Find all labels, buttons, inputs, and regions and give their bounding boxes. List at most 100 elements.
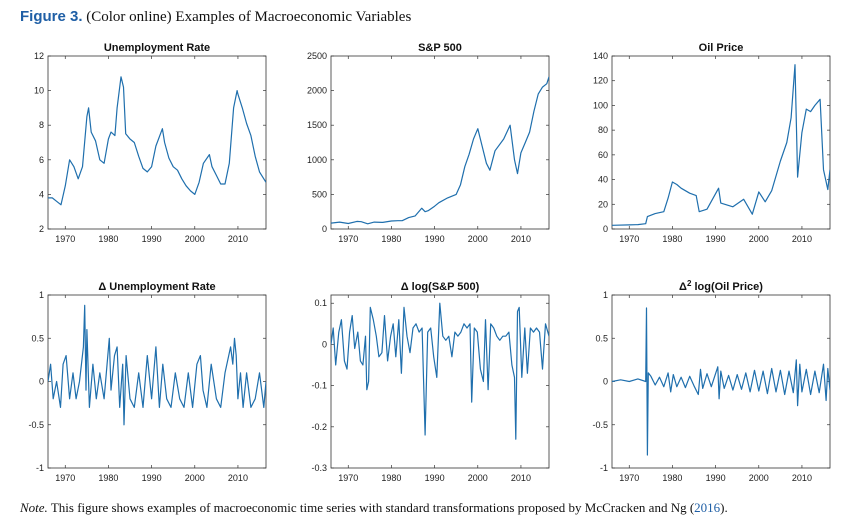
panel-title-text: Unemployment Rate xyxy=(104,42,210,54)
x-tick-label-1990: 1990 xyxy=(142,473,162,483)
chart-panel-5: Δ log(S&P 500) 1970 1980 1990 2000 2010 -0.3 -0… xyxy=(311,281,550,483)
x-tick-label-1970: 1970 xyxy=(55,473,75,483)
x-tick-label-2000: 2000 xyxy=(749,234,769,244)
panel-title-prefix: Δ xyxy=(98,281,109,293)
y-tick-label-6: 6 xyxy=(39,155,44,165)
panel-title-text: log(S&P 500) xyxy=(412,281,480,293)
y-tick-label-100: 100 xyxy=(593,100,608,110)
y-tick-label-1: 1 xyxy=(39,290,44,300)
x-tick-label-2000: 2000 xyxy=(468,473,488,483)
y-tick-label-2500: 2500 xyxy=(307,51,327,61)
panel-title-2: S&P 500 xyxy=(418,42,462,54)
panel-title-text: Unemployment Rate xyxy=(109,281,215,293)
figure-caption: Figure 3. (Color online) Examples of Mac… xyxy=(20,8,840,30)
panel-title-prefix: Δ xyxy=(401,281,412,293)
y-tick-label-500: 500 xyxy=(312,189,327,199)
x-tick-label-1980: 1980 xyxy=(662,473,682,483)
y-tick-label-12: 12 xyxy=(34,51,44,61)
panel-title-3: Oil Price xyxy=(699,42,744,54)
x-tick-label-2010: 2010 xyxy=(792,473,812,483)
y-tick-label-2000: 2000 xyxy=(307,86,327,96)
series-line-6-1 xyxy=(612,307,830,456)
panel-title-5: Δ log(S&P 500) xyxy=(401,281,480,293)
y-tick-label-0: 0 xyxy=(39,377,44,387)
note-label: Note. xyxy=(20,500,48,515)
note-text-after: ). xyxy=(720,500,728,515)
panel-title-superscript: 2 xyxy=(687,279,692,288)
chart-panel-2: S&P 500 1970 1980 1990 2000 2010 0 500 1000 1500 2… xyxy=(307,42,550,244)
y-tick-label-0: 0 xyxy=(603,377,608,387)
x-tick-label-1990: 1990 xyxy=(706,473,726,483)
series-line-3-1 xyxy=(612,64,830,226)
chart-panel-3: Oil Price 1970 1980 1990 2000 2010 0 20 40 60 80 10… xyxy=(593,42,831,244)
y-tick-label-140: 140 xyxy=(593,51,608,61)
y-tick-label-20: 20 xyxy=(598,199,608,209)
y-tick-label-0-1: 0.1 xyxy=(314,298,327,308)
x-tick-label-2010: 2010 xyxy=(511,234,531,244)
y-tick-label-1: 1 xyxy=(603,290,608,300)
x-tick-label-1970: 1970 xyxy=(619,234,639,244)
y-tick-label-1500: 1500 xyxy=(307,120,327,130)
y-tick-label-1: -1 xyxy=(36,463,44,473)
y-tick-label-0-5: 0.5 xyxy=(31,333,44,343)
x-tick-label-1980: 1980 xyxy=(662,234,682,244)
panel-title-text: log(Oil Price) xyxy=(694,281,763,293)
x-tick-label-1970: 1970 xyxy=(338,234,358,244)
x-tick-label-2000: 2000 xyxy=(468,234,488,244)
x-tick-label-1980: 1980 xyxy=(98,234,118,244)
x-tick-label-1980: 1980 xyxy=(381,234,401,244)
figure-label: Figure 3. xyxy=(20,8,83,25)
x-tick-label-2010: 2010 xyxy=(228,234,248,244)
x-tick-label-1970: 1970 xyxy=(55,234,75,244)
note-text-before: This figure shows examples of macroecono… xyxy=(50,500,695,515)
x-tick-label-1970: 1970 xyxy=(619,473,639,483)
y-tick-label-2: 2 xyxy=(39,224,44,234)
y-tick-label-0-2: -0.2 xyxy=(311,422,327,432)
plot-frame xyxy=(611,55,831,230)
panel-title-6: Δ2 log(Oil Price) xyxy=(679,279,763,293)
panel-title-text: S&P 500 xyxy=(418,42,462,54)
x-tick-label-2000: 2000 xyxy=(185,234,205,244)
y-tick-label-40: 40 xyxy=(598,175,608,185)
plot-frame xyxy=(47,294,267,469)
x-tick-label-2010: 2010 xyxy=(228,473,248,483)
series-line-4-1 xyxy=(48,304,266,426)
figure-caption-text: (Color online) Examples of Macroeconomic… xyxy=(86,9,412,25)
x-tick-label-1990: 1990 xyxy=(142,234,162,244)
x-tick-label-1990: 1990 xyxy=(425,473,445,483)
x-tick-label-1980: 1980 xyxy=(98,473,118,483)
plot-frame xyxy=(47,55,267,230)
y-tick-label-10: 10 xyxy=(34,86,44,96)
series-line-2-1 xyxy=(331,76,549,225)
x-tick-label-2010: 2010 xyxy=(792,234,812,244)
y-tick-label-80: 80 xyxy=(598,125,608,135)
y-tick-label-0: 0 xyxy=(322,224,327,234)
y-tick-label-0: 0 xyxy=(603,224,608,234)
y-tick-label-8: 8 xyxy=(39,120,44,130)
panel-title-prefix: Δ xyxy=(679,281,687,293)
chart-panel-1: Unemployment Rate 1970 1980 1990 2000 2010 2 4 6… xyxy=(34,42,267,244)
panel-title-1: Unemployment Rate xyxy=(104,42,210,54)
panel-title-text: Oil Price xyxy=(699,42,744,54)
x-tick-label-2000: 2000 xyxy=(749,473,769,483)
x-tick-label-1980: 1980 xyxy=(381,473,401,483)
chart-panel-6: Δ2 log(Oil Price) 1970 1980 1990 2000 2010 -1 -… xyxy=(592,279,831,483)
plot-frame xyxy=(330,55,550,230)
series-line-5-1 xyxy=(331,302,549,440)
y-tick-label-0-5: -0.5 xyxy=(28,420,44,430)
y-tick-label-0: 0 xyxy=(322,339,327,349)
y-tick-label-0-3: -0.3 xyxy=(311,463,327,473)
x-tick-label-2010: 2010 xyxy=(511,473,531,483)
x-tick-label-1990: 1990 xyxy=(706,234,726,244)
y-tick-label-0-1: -0.1 xyxy=(311,381,327,391)
x-tick-label-1970: 1970 xyxy=(338,473,358,483)
y-tick-label-120: 120 xyxy=(593,76,608,86)
panel-title-4: Δ Unemployment Rate xyxy=(98,281,215,293)
y-tick-label-0-5: 0.5 xyxy=(595,333,608,343)
note-year-link[interactable]: 2016 xyxy=(694,500,721,515)
x-tick-label-1990: 1990 xyxy=(425,234,445,244)
y-tick-label-1000: 1000 xyxy=(307,155,327,165)
figure-note: Note. This figure shows examples of macr… xyxy=(20,500,850,516)
x-tick-label-2000: 2000 xyxy=(185,473,205,483)
